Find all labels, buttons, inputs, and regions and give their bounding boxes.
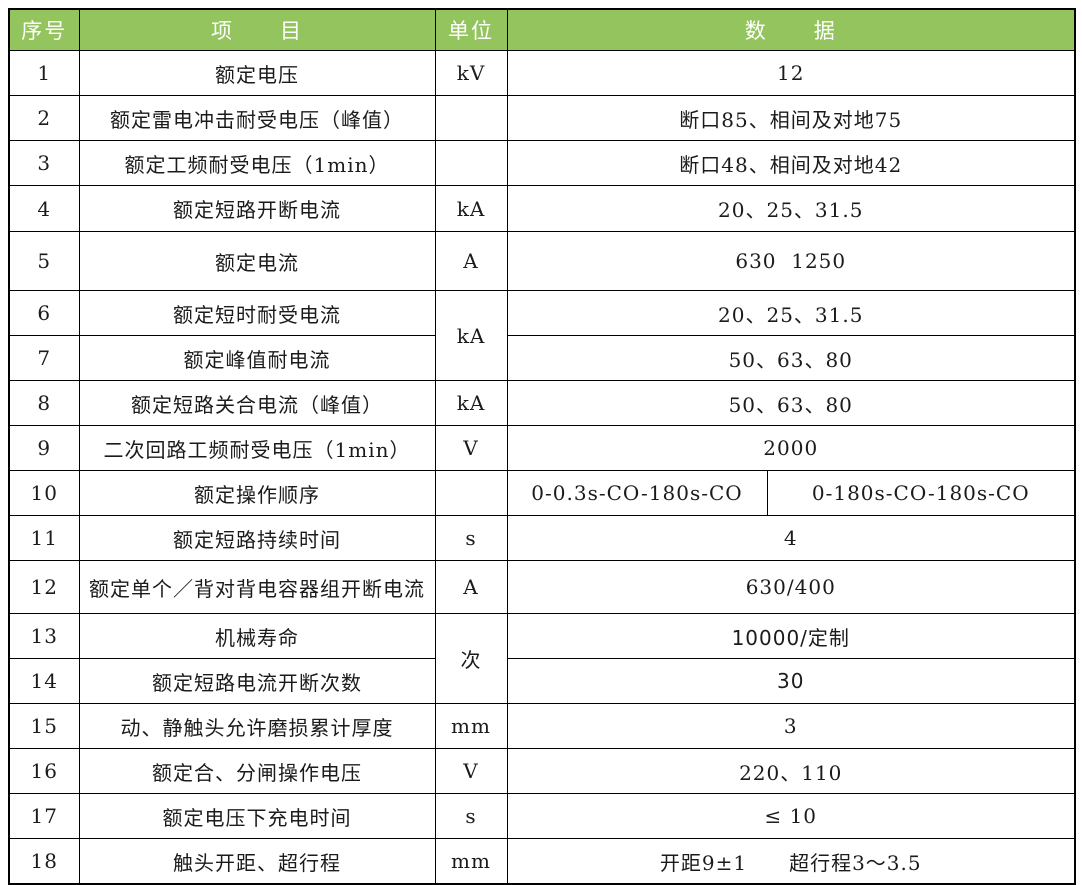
table-row: 2 额定雷电冲击耐受电压（峰值） 断口85、相间及对地75 — [8, 95, 1076, 141]
table-row: 12 额定单个／背对背电容器组开断电流 A 630/400 — [8, 560, 1076, 614]
table-row: 15 动、静触头允许磨损累计厚度 mm 3 — [8, 703, 1076, 749]
data-cell: 断口48、相间及对地42 — [506, 140, 1076, 186]
unit-cell — [434, 470, 508, 516]
unit-cell — [434, 95, 508, 141]
item-cell: 额定峰值耐电流 — [78, 335, 436, 381]
data-cell: 4 — [506, 515, 1076, 561]
unit-cell-merged: kA — [434, 290, 508, 381]
table-row: 8 额定短路关合电流（峰值） kA 50、63、80 — [8, 380, 1076, 426]
unit-cell-merged: 次 — [434, 613, 508, 704]
data-cell: 20、25、31.5 — [506, 290, 1076, 336]
item-cell: 动、静触头允许磨损累计厚度 — [78, 703, 436, 749]
serial-cell: 7 — [8, 335, 80, 381]
header-item: 项 目 — [78, 8, 436, 51]
data-cell-right: 0-180s-CO-180s-CO — [766, 470, 1076, 516]
data-cell-left: 0-0.3s-CO-180s-CO — [506, 470, 768, 516]
item-cell: 额定雷电冲击耐受电压（峰值） — [78, 95, 436, 141]
item-cell: 额定合、分闸操作电压 — [78, 748, 436, 794]
item-cell: 额定电流 — [78, 231, 436, 291]
item-cell: 机械寿命 — [78, 613, 436, 659]
data-cell: 10000/定制 — [506, 613, 1076, 659]
unit-cell: A — [434, 560, 508, 614]
table-row: 7 额定峰值耐电流 50、63、80 — [8, 335, 1076, 381]
table-row: 10 额定操作顺序 0-0.3s-CO-180s-CO 0-180s-CO-18… — [8, 470, 1076, 516]
data-cell: 50、63、80 — [506, 335, 1076, 381]
unit-cell: mm — [434, 838, 508, 885]
serial-cell: 1 — [8, 50, 80, 96]
spec-table: 序号 项 目 单位 数 据 1 额定电压 kV 12 2 额定雷电冲击耐受电压（… — [8, 8, 1076, 885]
serial-cell: 14 — [8, 658, 80, 704]
item-cell: 二次回路工频耐受电压（1min） — [78, 425, 436, 471]
serial-cell: 15 — [8, 703, 80, 749]
unit-cell: V — [434, 425, 508, 471]
data-cell: 12 — [506, 50, 1076, 96]
data-cell: 3 — [506, 703, 1076, 749]
serial-cell: 4 — [8, 185, 80, 232]
serial-cell: 10 — [8, 470, 80, 516]
unit-cell: kA — [434, 380, 508, 426]
header-serial: 序号 — [8, 8, 80, 51]
serial-cell: 11 — [8, 515, 80, 561]
unit-cell: mm — [434, 703, 508, 749]
table-row: 14 额定短路电流开断次数 30 — [8, 658, 1076, 704]
unit-cell: s — [434, 793, 508, 839]
serial-cell: 5 — [8, 231, 80, 291]
table-row: 6 额定短时耐受电流 kA 20、25、31.5 — [8, 290, 1076, 381]
serial-cell: 12 — [8, 560, 80, 614]
serial-cell: 3 — [8, 140, 80, 186]
table-row: 4 额定短路开断电流 kA 20、25、31.5 — [8, 185, 1076, 232]
item-cell: 额定电压下充电时间 — [78, 793, 436, 839]
table-row: 11 额定短路持续时间 s 4 — [8, 515, 1076, 561]
serial-cell: 8 — [8, 380, 80, 426]
item-cell: 触头开距、超行程 — [78, 838, 436, 885]
unit-cell: kA — [434, 185, 508, 232]
data-cell: 2000 — [506, 425, 1076, 471]
table-row: 3 额定工频耐受电压（1min） 断口48、相间及对地42 — [8, 140, 1076, 186]
serial-cell: 6 — [8, 290, 80, 336]
table-row: 1 额定电压 kV 12 — [8, 50, 1076, 96]
header-data: 数 据 — [506, 8, 1076, 51]
header-row: 序号 项 目 单位 数 据 — [8, 8, 1076, 51]
serial-cell: 18 — [8, 838, 80, 885]
unit-cell: A — [434, 231, 508, 291]
serial-cell: 16 — [8, 748, 80, 794]
data-cell: 断口85、相间及对地75 — [506, 95, 1076, 141]
data-cell: 630 1250 — [506, 231, 1076, 291]
item-cell: 额定短路关合电流（峰值） — [78, 380, 436, 426]
unit-cell: V — [434, 748, 508, 794]
item-cell: 额定短路电流开断次数 — [78, 658, 436, 704]
table-row: 13 机械寿命 次 10000/定制 — [8, 613, 1076, 704]
table-row: 18 触头开距、超行程 mm 开距9±1 超行程3～3.5 — [8, 838, 1076, 885]
item-cell: 额定工频耐受电压（1min） — [78, 140, 436, 186]
item-cell: 额定单个／背对背电容器组开断电流 — [78, 560, 436, 614]
unit-cell: s — [434, 515, 508, 561]
serial-cell: 17 — [8, 793, 80, 839]
table-row: 17 额定电压下充电时间 s ≤ 10 — [8, 793, 1076, 839]
data-cell: 220、110 — [506, 748, 1076, 794]
table-row: 16 额定合、分闸操作电压 V 220、110 — [8, 748, 1076, 794]
data-cell: 630/400 — [506, 560, 1076, 614]
serial-cell: 2 — [8, 95, 80, 141]
unit-cell: kV — [434, 50, 508, 96]
item-cell: 额定短路持续时间 — [78, 515, 436, 561]
item-cell: 额定电压 — [78, 50, 436, 96]
header-unit: 单位 — [434, 8, 508, 51]
item-cell: 额定操作顺序 — [78, 470, 436, 516]
data-cell: 30 — [506, 658, 1076, 704]
data-cell: 开距9±1 超行程3～3.5 — [506, 838, 1076, 885]
serial-cell: 13 — [8, 613, 80, 659]
data-cell: 20、25、31.5 — [506, 185, 1076, 232]
table-row: 5 额定电流 A 630 1250 — [8, 231, 1076, 291]
table-row: 9 二次回路工频耐受电压（1min） V 2000 — [8, 425, 1076, 471]
item-cell: 额定短路开断电流 — [78, 185, 436, 232]
serial-cell: 9 — [8, 425, 80, 471]
unit-cell — [434, 140, 508, 186]
data-cell: 50、63、80 — [506, 380, 1076, 426]
data-cell: ≤ 10 — [506, 793, 1076, 839]
item-cell: 额定短时耐受电流 — [78, 290, 436, 336]
